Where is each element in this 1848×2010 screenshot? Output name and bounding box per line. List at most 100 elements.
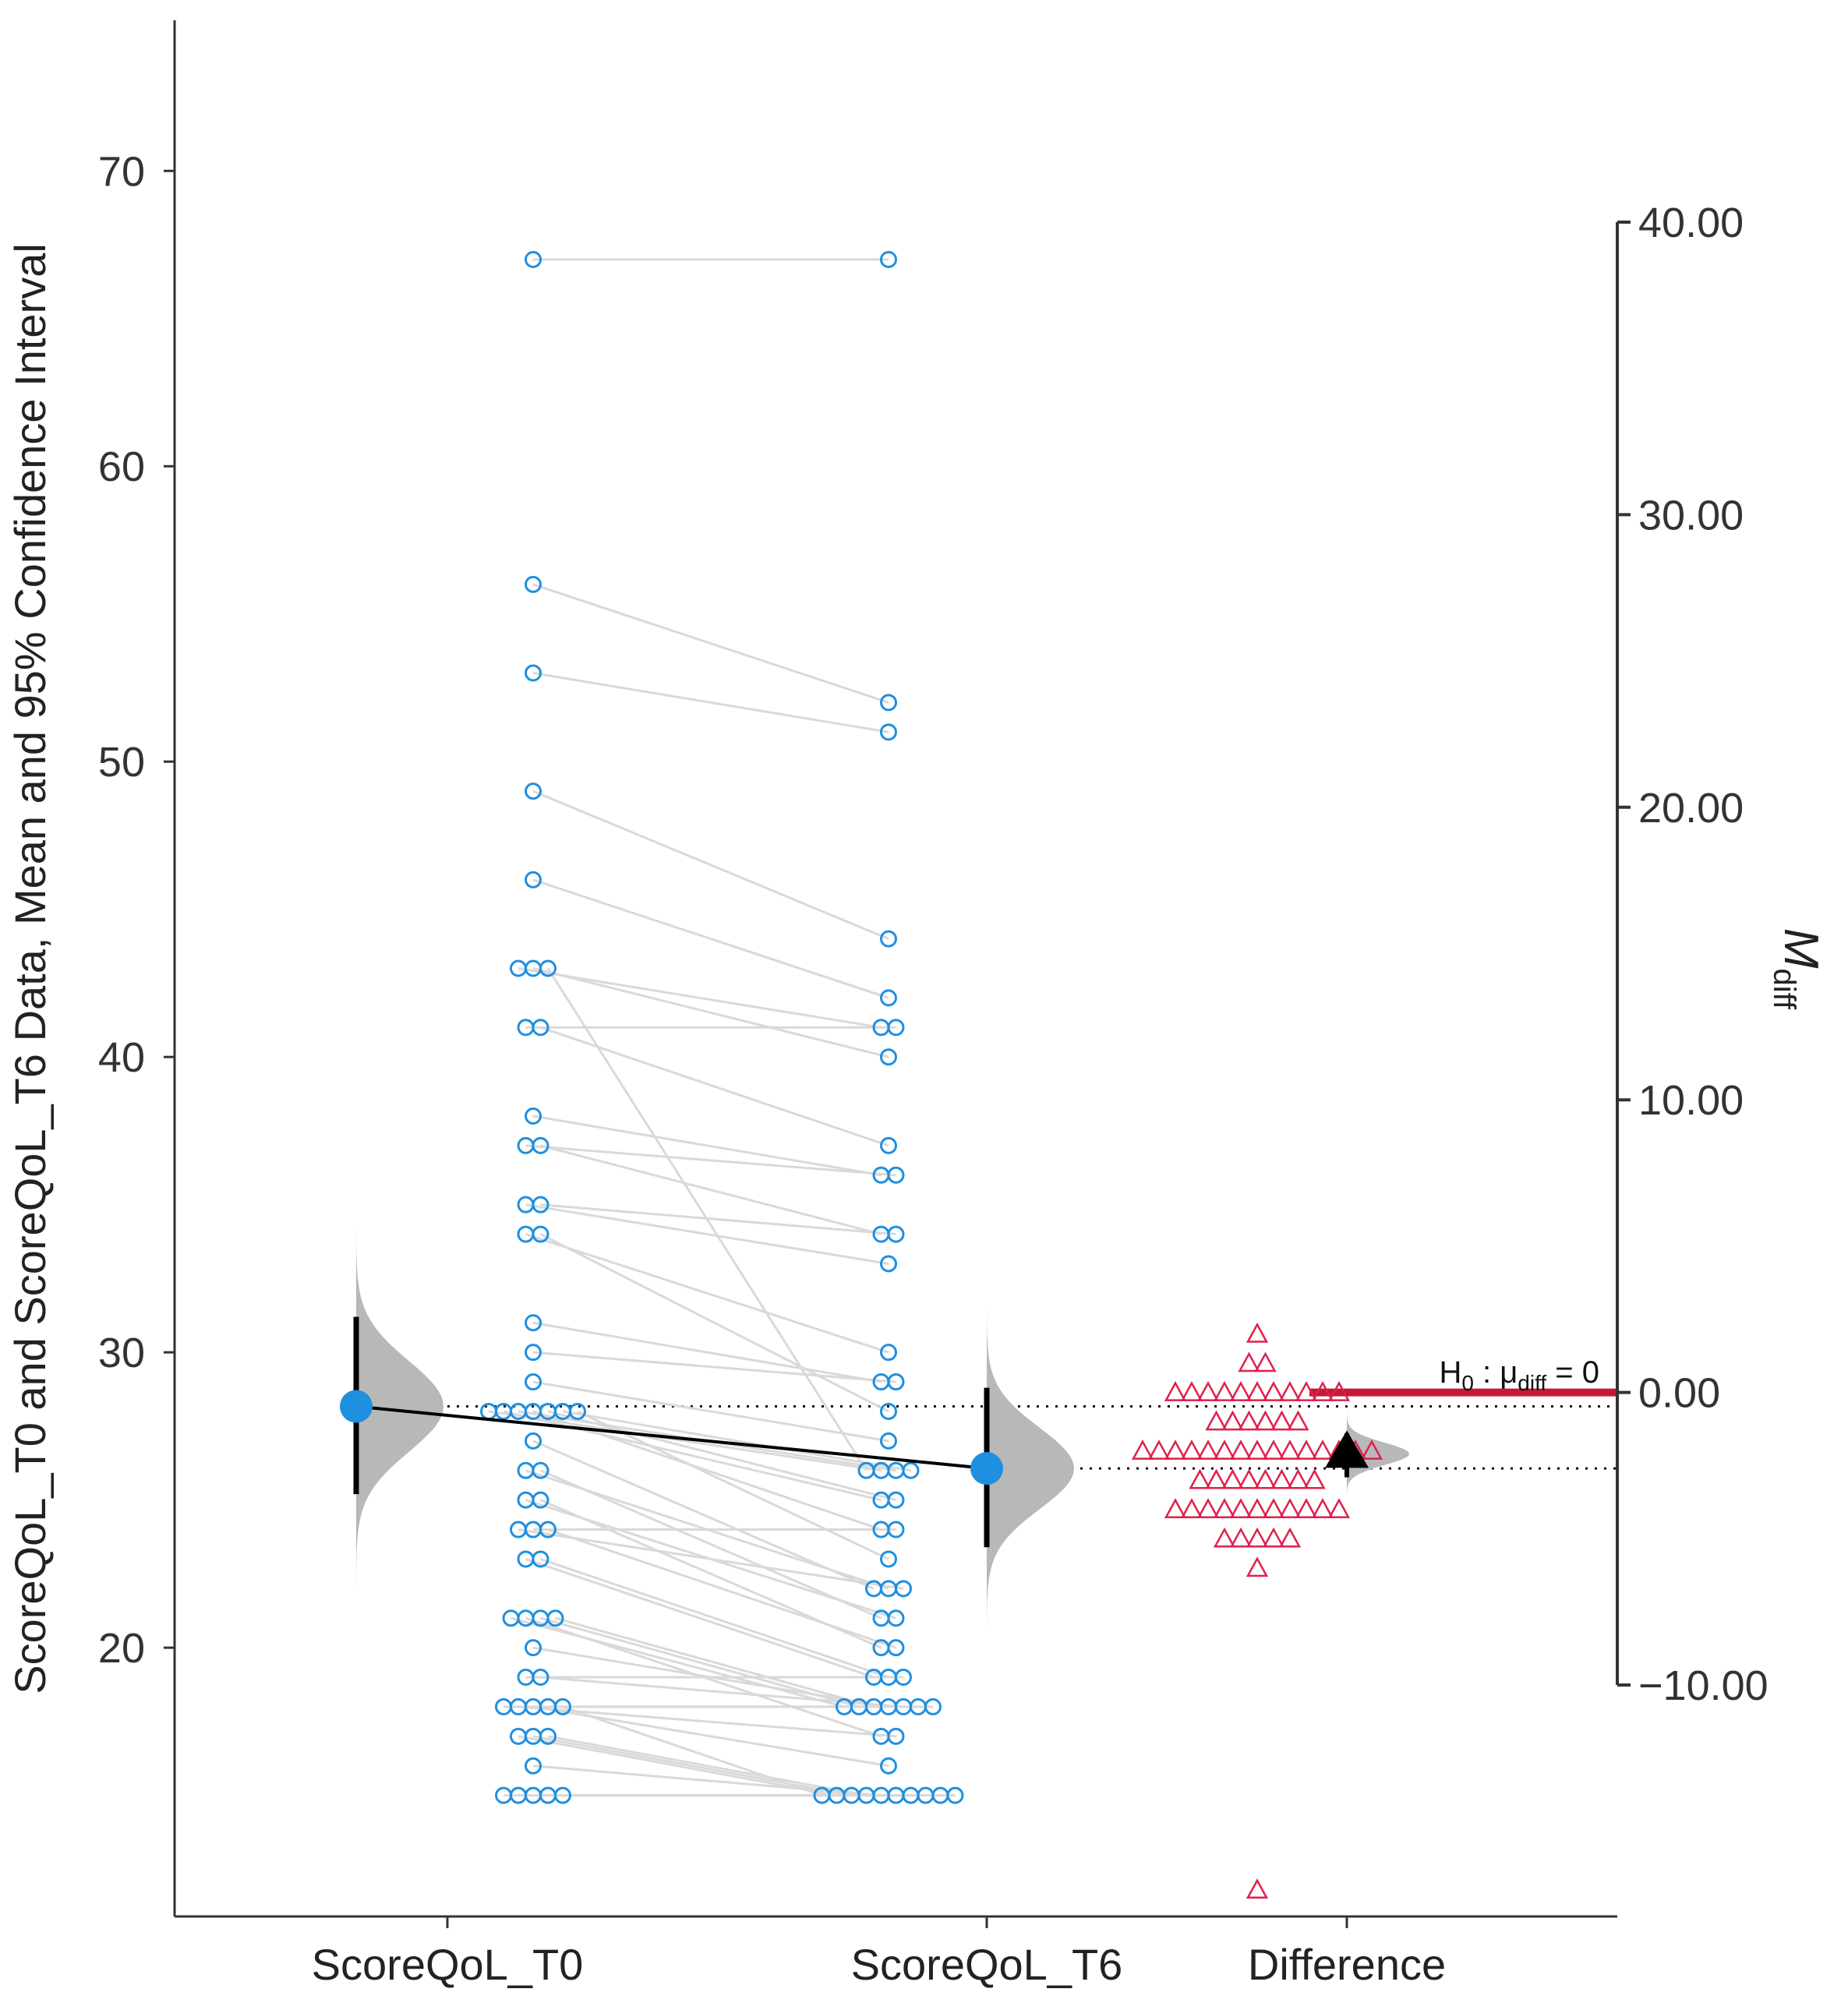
pair-line-26 bbox=[577, 1410, 889, 1560]
point-t6-4 bbox=[880, 989, 897, 1007]
difference-point-56 bbox=[1311, 1380, 1334, 1401]
difference-point-41 bbox=[1295, 1439, 1318, 1460]
pair-line-15 bbox=[525, 1233, 889, 1354]
density-t6 bbox=[987, 1281, 1074, 1656]
difference-point-24 bbox=[1238, 1468, 1260, 1489]
mean-connector-line bbox=[355, 1404, 988, 1471]
difference-point-9 bbox=[1196, 1498, 1220, 1519]
point-t6-26 bbox=[880, 1550, 897, 1568]
pair-line-5 bbox=[518, 967, 882, 1029]
point-t0-48 bbox=[554, 1697, 571, 1715]
point-t0-9 bbox=[532, 1019, 549, 1037]
pair-line-35 bbox=[525, 1558, 875, 1679]
difference-point-38 bbox=[1327, 1498, 1351, 1519]
difference-point-35 bbox=[1295, 1498, 1318, 1519]
difference-point-13 bbox=[1180, 1439, 1203, 1460]
difference-point-6 bbox=[1189, 1468, 1211, 1489]
difference-point-12 bbox=[1205, 1468, 1228, 1489]
difference-point-29 bbox=[1262, 1527, 1285, 1548]
left-tick-label-70: 70 bbox=[98, 148, 145, 195]
difference-point-32 bbox=[1278, 1439, 1302, 1460]
pair-line-29 bbox=[539, 1469, 882, 1620]
pair-line-2 bbox=[532, 672, 889, 733]
mean-marker-t6 bbox=[970, 1452, 1003, 1485]
difference-point-10 bbox=[1164, 1439, 1187, 1460]
left-tick-label-20: 20 bbox=[98, 1625, 145, 1672]
difference-point-4 bbox=[1180, 1498, 1203, 1519]
point-t6-11 bbox=[887, 1166, 905, 1184]
point-t6-32 bbox=[895, 1580, 912, 1598]
point-t0-51 bbox=[539, 1727, 557, 1745]
difference-point-48 bbox=[1303, 1468, 1326, 1489]
difference-point-58 bbox=[1246, 1322, 1269, 1343]
difference-point-47 bbox=[1246, 1380, 1269, 1401]
pair-line-6 bbox=[532, 967, 889, 1058]
pair-line-34 bbox=[547, 1528, 896, 1649]
pair-line-3 bbox=[532, 790, 889, 940]
pair-line-4 bbox=[532, 878, 889, 999]
difference-point-20 bbox=[1229, 1439, 1253, 1460]
right-axis-title: Mdiff bbox=[1767, 928, 1828, 1010]
left-tick-label-60: 60 bbox=[98, 443, 145, 490]
difference-point-14 bbox=[1221, 1410, 1244, 1431]
point-t0-3 bbox=[525, 782, 542, 800]
pair-line-37 bbox=[511, 1616, 845, 1708]
difference-point-31 bbox=[1278, 1527, 1302, 1548]
difference-point-18 bbox=[1238, 1410, 1260, 1431]
right-axis-title-main: M bbox=[1774, 928, 1828, 969]
pair-line-20 bbox=[488, 1410, 882, 1472]
point-t0-27 bbox=[525, 1432, 542, 1450]
right-tick-label-2: 10.00 bbox=[1638, 1077, 1744, 1124]
pair-line-25 bbox=[562, 1410, 911, 1472]
pair-line-19 bbox=[532, 1380, 889, 1443]
h0-label-sub0: 0 bbox=[1461, 1371, 1474, 1395]
density-t0 bbox=[356, 1198, 443, 1615]
difference-point-26 bbox=[1229, 1527, 1253, 1548]
reference-lines bbox=[447, 1388, 1617, 1470]
point-t6-0 bbox=[880, 250, 897, 268]
point-t6-3 bbox=[880, 930, 897, 948]
difference-point-55 bbox=[1295, 1380, 1318, 1401]
point-t0-14 bbox=[532, 1196, 549, 1213]
difference-point-15 bbox=[1213, 1498, 1236, 1519]
point-t6-34 bbox=[887, 1639, 905, 1657]
point-t6-33 bbox=[887, 1521, 905, 1538]
difference-point-46 bbox=[1311, 1439, 1334, 1460]
pair-line-10 bbox=[532, 1115, 882, 1177]
difference-point-3 bbox=[1213, 1527, 1236, 1548]
point-t0-7 bbox=[539, 959, 557, 977]
difference-point-17 bbox=[1196, 1439, 1220, 1460]
point-t0-2 bbox=[525, 664, 542, 682]
mean-marker-t0 bbox=[340, 1390, 373, 1423]
data-points bbox=[480, 250, 964, 1804]
difference-point-44 bbox=[1229, 1380, 1253, 1401]
y-axis-title: ScoreQoL_T0 and ScoreQoL_T6 Data, Mean a… bbox=[5, 243, 55, 1694]
point-t0-12 bbox=[532, 1136, 549, 1154]
pair-line-43 bbox=[540, 1676, 904, 1708]
difference-point-27 bbox=[1246, 1527, 1269, 1548]
difference-point-52 bbox=[1287, 1410, 1309, 1431]
difference-point-7 bbox=[1246, 1878, 1269, 1899]
point-t6-24 bbox=[887, 1491, 905, 1509]
difference-point-11 bbox=[1205, 1410, 1228, 1431]
point-t6-57 bbox=[946, 1786, 964, 1804]
difference-point-28 bbox=[1246, 1498, 1269, 1519]
pair-line-9 bbox=[540, 1026, 889, 1147]
point-t6-1 bbox=[880, 694, 897, 712]
difference-point-23 bbox=[1229, 1498, 1253, 1519]
pair-line-1 bbox=[532, 583, 889, 704]
difference-point-16 bbox=[1246, 1556, 1269, 1577]
pair-line-27 bbox=[532, 1439, 875, 1590]
difference-point-43 bbox=[1254, 1410, 1277, 1431]
point-t6-30 bbox=[887, 1609, 905, 1627]
point-t0-36 bbox=[532, 1550, 549, 1568]
point-t0-19 bbox=[525, 1373, 542, 1391]
point-t0-4 bbox=[525, 871, 542, 888]
left-tick-label-30: 30 bbox=[98, 1330, 145, 1376]
difference-point-5 bbox=[1147, 1439, 1171, 1460]
h0-label-mid: : μ bbox=[1474, 1355, 1518, 1390]
difference-point-34 bbox=[1278, 1498, 1302, 1519]
point-t0-40 bbox=[546, 1609, 564, 1627]
point-t6-47 bbox=[924, 1697, 942, 1715]
